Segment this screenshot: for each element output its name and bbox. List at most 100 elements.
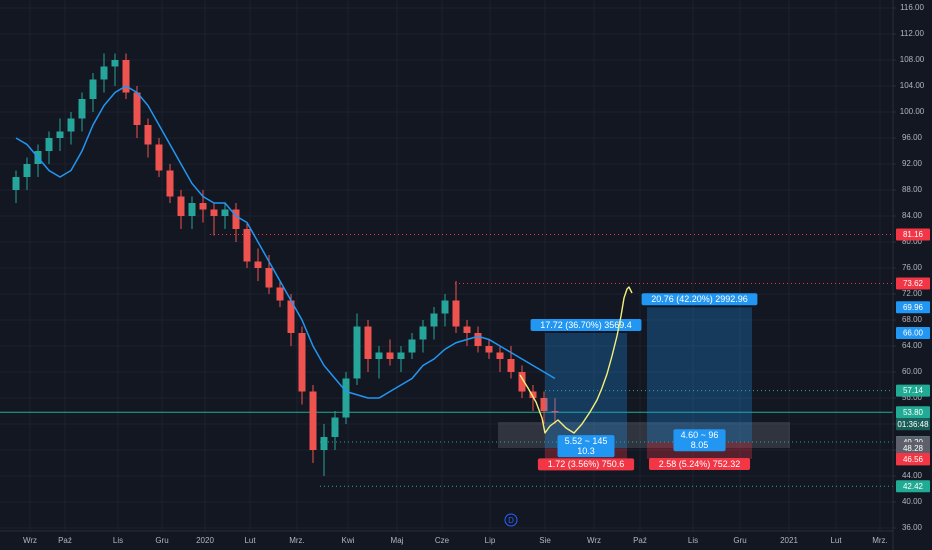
position-label: 10.3: [577, 446, 595, 456]
stop-label-box: [537, 458, 635, 471]
x-tick-label: Gru: [155, 536, 168, 545]
candle-body: [221, 209, 229, 216]
x-tick-label: Kwi: [342, 536, 355, 545]
y-tick-label: 116.00: [900, 3, 924, 12]
price-label-box: [896, 453, 930, 466]
price-label: 46.56: [903, 455, 924, 464]
y-tick-label: 64.00: [902, 341, 923, 350]
price-label: 73.62: [903, 279, 924, 288]
dividend-marker[interactable]: [504, 513, 518, 527]
candle-body: [364, 326, 372, 359]
candle-body: [474, 333, 482, 346]
x-tick-label: Maj: [391, 536, 404, 545]
x-tick-label: Gru: [733, 536, 746, 545]
price-label: 48.28: [903, 444, 924, 453]
candle-body: [276, 287, 284, 301]
candle-body: [551, 411, 559, 413]
candle-body: [408, 339, 416, 353]
x-tick-label: Paź: [58, 536, 72, 545]
profit-zone: [647, 307, 752, 443]
price-label-box: [896, 480, 930, 493]
candle-body: [254, 261, 262, 268]
price-label-box: [896, 384, 930, 397]
candle-body: [177, 196, 185, 216]
candle-body: [12, 177, 20, 190]
position-label: 8.05: [691, 440, 709, 450]
price-label: 66.00: [903, 329, 924, 338]
candle-body: [232, 209, 240, 229]
x-tick-label: Paź: [633, 536, 647, 545]
candle-body: [188, 203, 196, 216]
candle-body: [331, 417, 339, 437]
candle-body: [342, 378, 350, 418]
y-tick-label: 44.00: [902, 471, 923, 480]
target-label-box: [641, 293, 758, 306]
price-label-box: [896, 228, 930, 241]
y-tick-label: 60.00: [902, 367, 923, 376]
y-tick-label: 76.00: [902, 263, 923, 272]
candle-body: [463, 326, 471, 333]
price-label: 42.42: [903, 482, 924, 491]
price-label: 81.16: [903, 230, 924, 239]
candle-body: [353, 326, 361, 379]
price-label-box: [896, 442, 930, 455]
candle-body: [452, 300, 460, 327]
range-box: [498, 422, 790, 448]
candle-body: [375, 352, 383, 359]
y-tick-label: 36.00: [902, 523, 923, 532]
candle-body: [111, 60, 119, 67]
target-label: 20.76 (42.20%) 2992.96: [651, 294, 748, 304]
candle-body: [133, 92, 141, 125]
candle-body: [265, 268, 273, 288]
candle-body: [67, 118, 75, 132]
x-tick-label: Lis: [688, 536, 698, 545]
candle-body: [441, 300, 449, 314]
grid: [0, 0, 893, 531]
y-tick-label: 88.00: [902, 185, 923, 194]
projection-drawing: [519, 286, 633, 434]
x-tick-label: Wrz: [23, 536, 37, 545]
candle-body: [309, 391, 317, 450]
moving-average: [15, 85, 556, 399]
candle-body: [287, 300, 295, 333]
price-label-box: [896, 406, 930, 419]
candle-body: [45, 138, 53, 151]
x-tick-label: Cze: [435, 536, 450, 545]
x-tick-label: Lut: [830, 536, 842, 545]
candle-body: [89, 79, 97, 99]
countdown: 01:36:48: [897, 420, 929, 429]
y-tick-label: 104.00: [900, 81, 925, 90]
target-label: 17.72 (36.70%) 3569.4: [540, 320, 632, 330]
y-tick-label: 100.00: [900, 107, 925, 116]
candle-body: [397, 352, 405, 359]
price-label-box: [896, 301, 930, 314]
candle-body: [122, 60, 130, 93]
candle-body: [166, 170, 174, 197]
x-tick-label: Mrz.: [289, 536, 305, 545]
profit-zone: [545, 333, 627, 449]
y-tick-label: 80.00: [902, 237, 923, 246]
candle-body: [155, 144, 163, 171]
candle-body: [320, 437, 328, 450]
countdown-box: [896, 418, 930, 431]
y-tick-label: 112.00: [900, 29, 924, 38]
stop-label-box: [648, 457, 751, 470]
position-label: 5.52 ~ 145: [565, 436, 608, 446]
x-tick-label: Mrz.: [872, 536, 888, 545]
position-label-box: [557, 435, 615, 458]
candle-body: [298, 333, 306, 392]
candle-body: [386, 352, 394, 359]
candle-body: [100, 66, 108, 80]
y-tick-label: 84.00: [902, 211, 923, 220]
x-tick-label: Wrz: [587, 536, 601, 545]
x-tick-label: Lis: [113, 536, 123, 545]
y-tick-label: 40.00: [902, 497, 923, 506]
candle-body: [430, 313, 438, 327]
position-label: 4.60 ~ 96: [681, 430, 719, 440]
y-tick-label: 108.00: [900, 55, 925, 64]
candle-body: [144, 125, 152, 145]
dividend-icon: D: [508, 516, 514, 525]
